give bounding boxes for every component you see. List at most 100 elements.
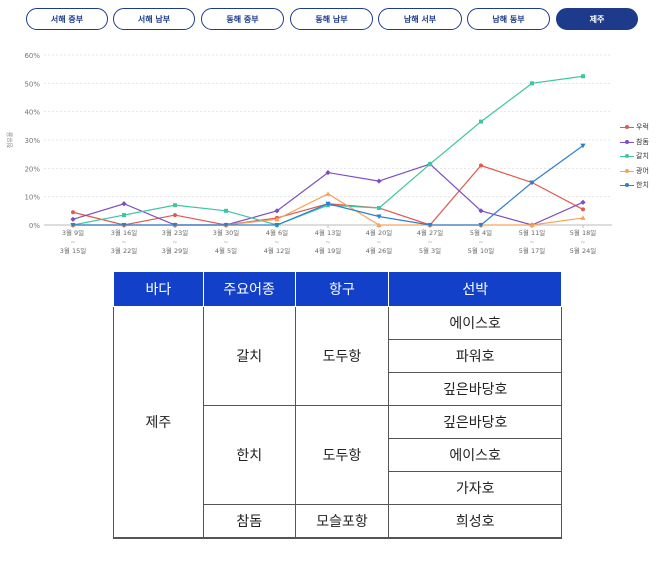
table-row: 파워호 — [114, 339, 562, 373]
x-tick-label-end: 5월 17일 — [519, 246, 545, 255]
data-point — [121, 223, 127, 228]
data-point — [325, 201, 331, 207]
x-tick-label-end: 5월 3일 — [419, 246, 441, 255]
y-tick-label: 60% — [24, 52, 40, 60]
legend-label: 광어 — [636, 166, 649, 175]
x-tick-tilde: ~ — [70, 238, 75, 246]
legend-swatch — [620, 181, 634, 189]
y-tick-label: 0% — [29, 222, 40, 230]
data-point — [529, 222, 535, 227]
y-tick-label: 50% — [24, 80, 40, 88]
cell-vessel: 깊은바당호 — [388, 372, 562, 406]
chart-legend: 우럭 참돔 갈치 광어 한치 — [620, 120, 658, 193]
table-row: 참돔 모슬포항 희성호 — [114, 504, 562, 539]
x-tick-tilde: ~ — [223, 238, 228, 246]
data-point — [325, 191, 331, 196]
data-point — [580, 199, 586, 205]
data-point — [478, 208, 484, 214]
cell-vessel: 에이스호 — [388, 438, 562, 472]
x-tick-label-start: 5월 18일 — [570, 228, 596, 237]
table-row: 가자호 — [114, 471, 562, 505]
region-tab-bar: 서해 중부 서해 남부 동해 중부 동해 남부 남해 서부 남해 동부 제주 — [26, 8, 638, 32]
x-tick-label-end: 5월 24일 — [570, 246, 596, 255]
legend-item-squid: 한치 — [620, 178, 658, 193]
table-row: 에이스호 — [114, 438, 562, 472]
data-point — [223, 223, 229, 228]
x-tick-label-end: 5월 10일 — [468, 246, 494, 255]
cell-port: 도두항 — [294, 405, 390, 505]
data-point — [274, 216, 280, 222]
data-point — [479, 163, 483, 168]
cell-port: 모슬포항 — [294, 504, 390, 539]
data-point — [173, 203, 177, 208]
table-row: 한치 도두항 깊은바당호 — [114, 405, 562, 505]
data-point — [325, 169, 331, 176]
x-tick-label-start: 4월 13일 — [315, 228, 341, 237]
legend-swatch — [620, 152, 634, 160]
data-point — [274, 208, 280, 214]
legend-label: 참돔 — [636, 137, 649, 146]
cell-vessel: 에이스호 — [388, 306, 562, 340]
tab-jeju[interactable]: 제주 — [556, 8, 638, 30]
fishing-fleet-table: 바다 주요어종 항구 선박 제주 갈치 도두항 에이스호 파워호 깊은바당호 한… — [113, 271, 562, 539]
x-tick-label-start: 3월 16일 — [111, 228, 137, 237]
data-point — [427, 223, 433, 228]
data-point — [377, 206, 381, 210]
y-tick-label: 40% — [24, 109, 40, 117]
data-point — [376, 222, 382, 227]
cell-species: 참돔 — [202, 504, 296, 539]
data-point — [70, 216, 76, 222]
data-point — [478, 223, 484, 228]
x-tick-label-start: 3월 23일 — [162, 228, 188, 237]
data-point — [581, 74, 585, 79]
series-line — [73, 145, 584, 226]
legend-item-rockfish: 우럭 — [620, 120, 658, 135]
tab-east-central[interactable]: 동해 중부 — [201, 8, 284, 30]
legend-swatch — [620, 167, 634, 175]
data-point — [530, 81, 534, 86]
cell-vessel: 깊은바당호 — [388, 405, 562, 439]
x-tick-tilde: ~ — [376, 238, 381, 246]
tab-east-south[interactable]: 동해 남부 — [290, 8, 373, 30]
data-point — [224, 208, 228, 213]
data-point — [479, 119, 483, 124]
header-sea: 바다 — [113, 271, 204, 307]
x-tick-tilde: ~ — [121, 238, 126, 246]
x-tick-label-end: 4월 19일 — [315, 246, 341, 255]
cell-port: 도두항 — [294, 306, 390, 406]
cell-species: 한치 — [202, 405, 296, 505]
x-tick-label-start: 5월 4일 — [470, 228, 492, 237]
x-tick-label-end: 3월 22일 — [111, 246, 137, 255]
x-tick-label-start: 5월 11일 — [519, 228, 545, 237]
tab-south-west[interactable]: 남해 서부 — [378, 8, 462, 30]
data-point — [428, 162, 432, 167]
legend-item-hairtail: 갈치 — [620, 149, 658, 164]
x-tick-tilde: ~ — [529, 238, 534, 246]
y-tick-label: 30% — [24, 137, 40, 145]
cell-species: 갈치 — [202, 306, 296, 406]
x-tick-tilde: ~ — [274, 238, 279, 246]
legend-label: 한치 — [636, 181, 649, 190]
data-point — [70, 223, 76, 228]
x-tick-label-start: 3월 30일 — [213, 228, 239, 237]
x-tick-label-end: 4월 12일 — [264, 246, 290, 255]
y-tick-label: 10% — [24, 194, 40, 202]
header-port: 항구 — [294, 271, 390, 307]
tab-west-south[interactable]: 서해 남부 — [113, 8, 195, 30]
x-tick-label-end: 3월 15일 — [60, 246, 86, 255]
cell-vessel: 가자호 — [388, 471, 562, 505]
x-tick-label-end: 4월 26일 — [366, 246, 392, 255]
data-point — [121, 201, 127, 207]
x-tick-tilde: ~ — [580, 238, 585, 246]
x-tick-label-start: 4월 20일 — [366, 228, 392, 237]
x-tick-tilde: ~ — [325, 238, 330, 246]
tab-south-east[interactable]: 남해 동부 — [467, 8, 550, 30]
legend-item-flatfish: 광어 — [620, 164, 658, 179]
data-point — [122, 213, 126, 218]
x-tick-tilde: ~ — [427, 238, 432, 246]
data-point — [71, 210, 75, 215]
table-row: 깊은바당호 — [114, 372, 562, 406]
tab-west-central[interactable]: 서해 중부 — [26, 8, 108, 30]
legend-label: 우럭 — [636, 123, 649, 132]
header-species: 주요어종 — [202, 271, 296, 307]
